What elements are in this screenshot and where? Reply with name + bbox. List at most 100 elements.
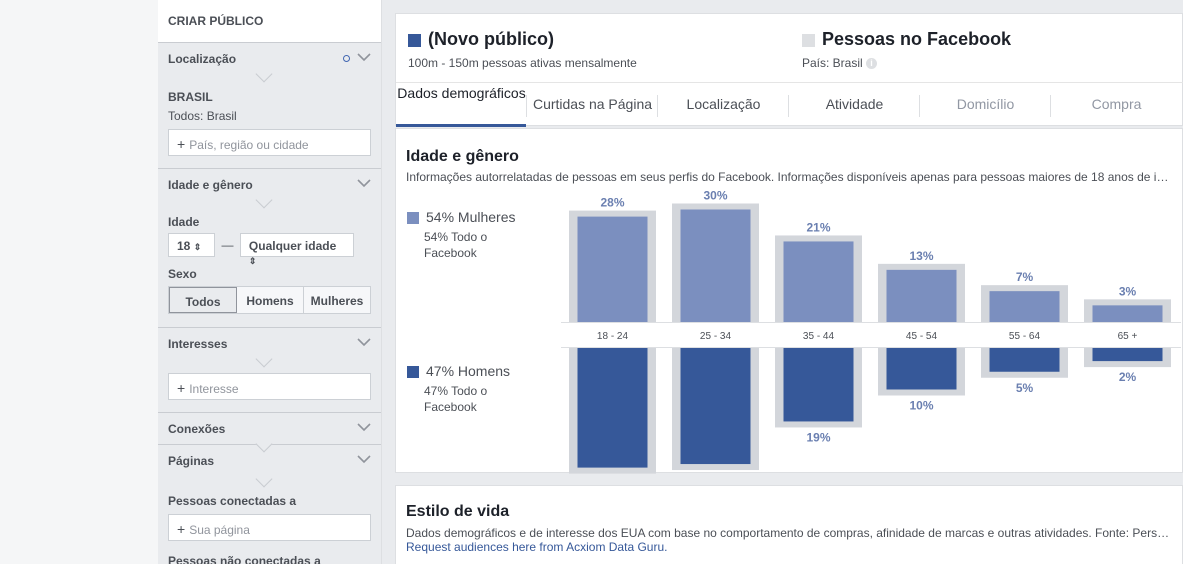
audience-size: 100m - 150m pessoas ativas mensalmente <box>408 56 637 70</box>
plus-icon: + <box>177 380 186 396</box>
age-min-select[interactable]: 18 ⇕ <box>168 233 215 257</box>
sex-option-men[interactable]: Homens <box>237 287 304 313</box>
sex-segmented-control: Todos Homens Mulheres <box>168 286 371 314</box>
chevron-down-icon[interactable] <box>357 337 371 347</box>
men-data-label: 2% <box>1119 370 1137 384</box>
location-placeholder: País, região ou cidade <box>189 138 309 152</box>
sex-option-women[interactable]: Mulheres <box>310 294 364 308</box>
age-tick-label: 18 - 24 <box>597 331 629 342</box>
section-pages-label: Páginas <box>168 454 215 468</box>
tab-demographics[interactable]: Dados demográficos <box>396 83 527 127</box>
audience-color-swatch <box>408 33 421 47</box>
men-legend-text: 47% Homens <box>426 363 511 379</box>
age-tick-label: 35 - 44 <box>803 331 835 342</box>
age-tick-label: 25 - 34 <box>700 331 732 342</box>
women-bar <box>886 269 957 322</box>
women-swatch <box>407 212 419 225</box>
section-location-label: Localização <box>168 52 237 66</box>
women-bar <box>783 241 854 322</box>
women-bar <box>680 209 751 322</box>
status-dot-icon <box>343 55 350 62</box>
audience-title: (Novo público) <box>408 29 637 50</box>
audience-title-text: (Novo público) <box>428 29 554 49</box>
section-age-gender-header[interactable]: Idade e gênero <box>158 168 381 209</box>
section-interests-label: Interesses <box>168 337 228 351</box>
compare-color-swatch <box>802 33 815 47</box>
plus-icon: + <box>177 521 186 537</box>
men-legend: 47% Homens <box>407 363 510 379</box>
men-data-label: 31% <box>703 473 727 474</box>
men-bar <box>577 348 648 468</box>
section-connections-label: Conexões <box>168 422 226 436</box>
men-data-label: 10% <box>909 399 933 413</box>
women-data-label: 28% <box>600 196 624 210</box>
men-bar <box>886 348 957 390</box>
sex-label: Sexo <box>168 267 197 281</box>
lifestyle-description: Dados demográficos e de interesse dos EU… <box>406 526 1171 540</box>
women-bar <box>1092 305 1163 322</box>
chevron-down-icon[interactable] <box>357 52 371 62</box>
age-max-select[interactable]: Qualquer idade ⇕ <box>239 233 354 266</box>
age-gender-panel: Idade e gênero Informações autorrelatada… <box>395 128 1183 474</box>
section-pages-header[interactable]: Páginas <box>158 444 381 488</box>
sex-option-all[interactable]: Todos <box>169 287 237 313</box>
demographics-tabs: Dados demográficos Curtidas na Página Lo… <box>396 82 1183 127</box>
location-input[interactable]: + País, região ou cidade <box>168 129 371 156</box>
section-interests-header[interactable]: Interesses <box>158 327 381 368</box>
left-gutter <box>0 0 158 564</box>
pages-connected-label: Pessoas conectadas a <box>168 494 297 508</box>
age-label: Idade <box>168 215 200 229</box>
section-location-header[interactable]: Localização <box>158 42 381 83</box>
chevron-down-icon[interactable] <box>357 178 371 188</box>
women-all-facebook: 54% Todo o Facebook <box>424 230 488 260</box>
women-data-label: 3% <box>1119 284 1137 298</box>
women-bar <box>989 291 1060 322</box>
connected-page-placeholder: Sua página <box>189 523 250 537</box>
location-detail: Todos: Brasil <box>168 109 237 123</box>
men-bar <box>989 348 1060 372</box>
women-legend: 54% Mulheres <box>407 209 516 225</box>
age-min-value: 18 <box>177 239 191 253</box>
age-dash: — <box>221 238 234 253</box>
tab-household[interactable]: Domicílio <box>920 83 1051 127</box>
men-bar <box>1092 348 1163 362</box>
age-max-value: Qualquer idade <box>248 239 337 253</box>
tab-page-likes[interactable]: Curtidas na Página <box>527 83 658 127</box>
age-tick-label: 65 + <box>1118 331 1138 342</box>
men-bar <box>783 348 854 422</box>
men-bar <box>680 348 751 465</box>
pages-not-connected-label: Pessoas não conectadas a <box>168 554 321 564</box>
men-swatch <box>407 366 419 379</box>
women-bar <box>577 216 648 322</box>
men-data-label: 5% <box>1016 381 1034 395</box>
create-audience-sidebar: CRIAR PÚBLICO Localização BRASIL Todos: … <box>158 0 382 564</box>
tab-activity[interactable]: Atividade <box>789 83 920 127</box>
info-icon[interactable]: i <box>866 58 878 70</box>
men-data-label: 19% <box>806 430 830 444</box>
audience-header-panel: (Novo público) 100m - 150m pessoas ativa… <box>395 13 1183 127</box>
axis-band <box>561 322 1181 348</box>
compare-country-text: País: Brasil <box>802 56 863 70</box>
acxiom-link[interactable]: Request audiences here from Acxiom Data … <box>406 540 668 554</box>
section-connections-header[interactable]: Conexões <box>158 412 381 453</box>
interest-placeholder: Interesse <box>189 382 239 396</box>
women-data-label: 21% <box>806 220 830 234</box>
age-tick-label: 45 - 54 <box>906 331 938 342</box>
interest-input[interactable]: + Interesse <box>168 373 371 400</box>
women-legend-text: 54% Mulheres <box>426 209 516 225</box>
women-data-label: 30% <box>703 189 727 203</box>
lifestyle-title: Estilo de vida <box>406 503 510 520</box>
compare-title: Pessoas no Facebook <box>802 29 1011 50</box>
women-data-label: 13% <box>909 249 933 263</box>
connected-page-input[interactable]: + Sua página <box>168 514 371 541</box>
tab-purchase[interactable]: Compra <box>1091 96 1142 112</box>
lifestyle-panel: Estilo de vida Dados demográficos e de i… <box>395 485 1183 564</box>
chevron-down-icon[interactable] <box>357 422 371 432</box>
chevron-down-icon[interactable] <box>357 454 371 464</box>
age-gender-title: Idade e gênero <box>406 148 519 165</box>
women-data-label: 7% <box>1016 270 1034 284</box>
sidebar-title: CRIAR PÚBLICO <box>158 0 381 42</box>
tab-location[interactable]: Localização <box>658 83 789 127</box>
plus-icon: + <box>177 136 186 152</box>
